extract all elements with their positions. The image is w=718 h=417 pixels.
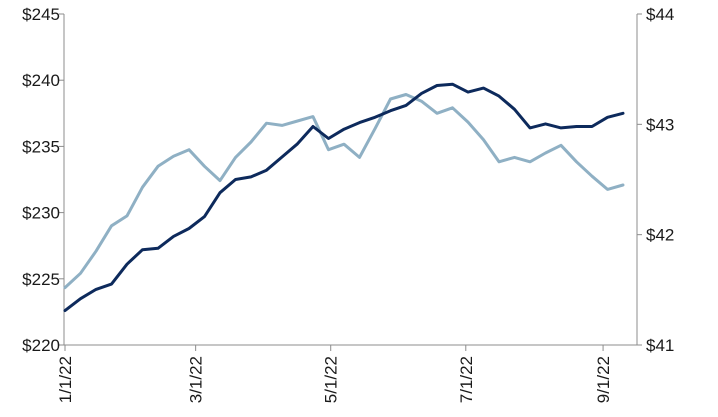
left-y-tick-label: $235 [22,137,60,156]
left-y-tick-label: $230 [22,204,60,223]
right-y-tick-label: $42 [646,226,674,245]
x-tick-label: 3/1/22 [187,356,206,403]
right-y-tick-label: $44 [646,5,674,24]
left-y-tick-label: $240 [22,71,60,90]
right-y-tick-label: $43 [646,115,674,134]
left-y-tick-label: $220 [22,336,60,355]
x-tick-labels: 1/1/22 3/1/22 5/1/22 7/1/22 9/1/22 [56,345,613,403]
left-axis-series-line [63,82,625,313]
x-tick-label: 5/1/22 [322,356,341,403]
x-tick-label: 9/1/22 [594,356,613,403]
series-layer [63,82,625,313]
right-y-tick-labels: $41 $42 $43 $44 [637,5,674,355]
x-tick-label: 1/1/22 [56,356,75,403]
x-tick-label: 7/1/22 [457,356,476,403]
right-axis-series-line [63,93,625,290]
right-y-tick-label: $41 [646,336,674,355]
left-y-tick-labels: $220 $225 $230 $235 $240 $245 [22,5,64,355]
left-y-tick-label: $225 [22,270,60,289]
left-y-tick-label: $245 [22,5,60,24]
